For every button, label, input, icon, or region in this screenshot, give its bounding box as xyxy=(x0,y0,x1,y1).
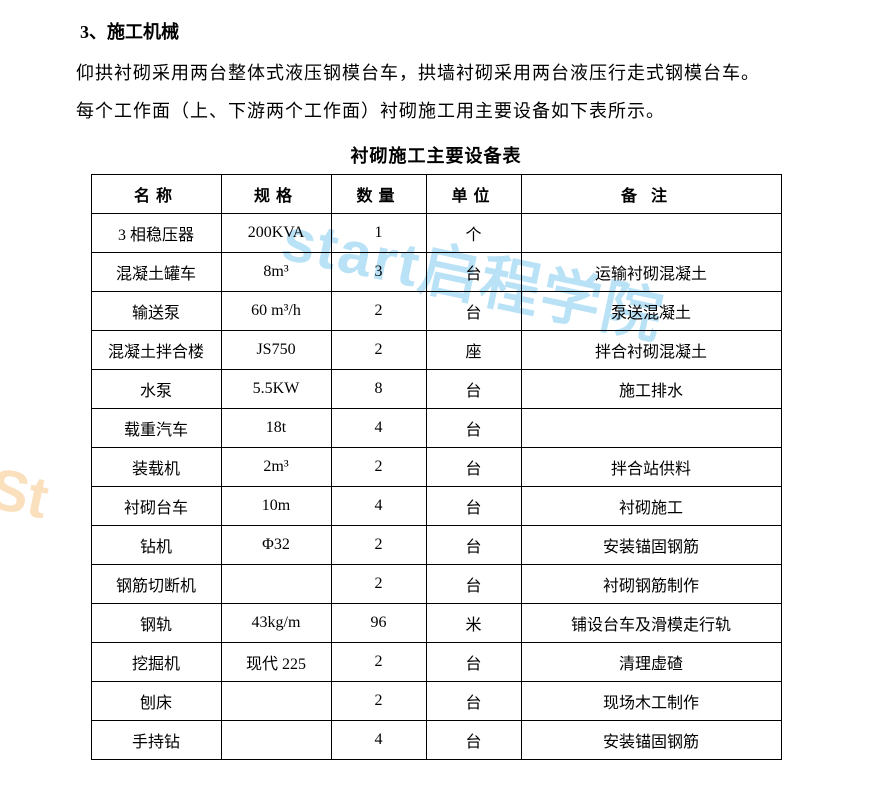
table-cell: 座 xyxy=(426,331,521,370)
table-cell: 台 xyxy=(426,292,521,331)
table-cell: 运输衬砌混凝土 xyxy=(521,253,781,292)
table-cell: 4 xyxy=(331,409,426,448)
table-cell: 衬砌施工 xyxy=(521,487,781,526)
section-heading: 3、施工机械 xyxy=(80,18,832,44)
table-cell: 2 xyxy=(331,292,426,331)
table-cell: 输送泵 xyxy=(91,292,221,331)
table-cell: 装载机 xyxy=(91,448,221,487)
table-cell: 施工排水 xyxy=(521,370,781,409)
table-cell: 钢筋切断机 xyxy=(91,565,221,604)
table-cell: 挖掘机 xyxy=(91,643,221,682)
table-cell: 200KVA xyxy=(221,214,331,253)
table-row: 挖掘机现代 2252台清理虚碴 xyxy=(91,643,781,682)
table-cell: 台 xyxy=(426,253,521,292)
table-cell: 台 xyxy=(426,565,521,604)
table-cell: 载重汽车 xyxy=(91,409,221,448)
table-cell: 2 xyxy=(331,643,426,682)
table-body: 3 相稳压器200KVA1个混凝土罐车8m³3台运输衬砌混凝土输送泵60 m³/… xyxy=(91,214,781,760)
table-cell: 个 xyxy=(426,214,521,253)
table-cell: 3 相稳压器 xyxy=(91,214,221,253)
table-row: 混凝土拌合楼JS7502座拌合衬砌混凝土 xyxy=(91,331,781,370)
table-cell: 2 xyxy=(331,526,426,565)
col-qty: 数量 xyxy=(331,175,426,214)
table-cell: 现场木工制作 xyxy=(521,682,781,721)
table-cell: 2 xyxy=(331,448,426,487)
table-row: 混凝土罐车8m³3台运输衬砌混凝土 xyxy=(91,253,781,292)
table-cell: 现代 225 xyxy=(221,643,331,682)
table-row: 手持钻 4台安装锚固钢筋 xyxy=(91,721,781,760)
table-cell: 5.5KW xyxy=(221,370,331,409)
table-cell: 4 xyxy=(331,721,426,760)
paragraph-2: 每个工作面（上、下游两个工作面）衬砌施工用主要设备如下表所示。 xyxy=(40,94,832,128)
col-unit: 单位 xyxy=(426,175,521,214)
table-cell: 96 xyxy=(331,604,426,643)
table-cell: 台 xyxy=(426,643,521,682)
table-cell xyxy=(521,409,781,448)
table-cell: 台 xyxy=(426,448,521,487)
table-row: 装载机2m³2台拌合站供料 xyxy=(91,448,781,487)
table-cell: JS750 xyxy=(221,331,331,370)
table-cell: 2 xyxy=(331,331,426,370)
table-row: 衬砌台车10m4台衬砌施工 xyxy=(91,487,781,526)
table-cell: 刨床 xyxy=(91,682,221,721)
table-row: 载重汽车18t4台 xyxy=(91,409,781,448)
table-cell: 2m³ xyxy=(221,448,331,487)
equipment-table: 名称 规格 数量 单位 备注 3 相稳压器200KVA1个混凝土罐车8m³3台运… xyxy=(91,174,782,760)
table-cell: 钢轨 xyxy=(91,604,221,643)
table-cell: 混凝土拌合楼 xyxy=(91,331,221,370)
table-cell: 安装锚固钢筋 xyxy=(521,526,781,565)
table-cell: 1 xyxy=(331,214,426,253)
col-note: 备注 xyxy=(521,175,781,214)
table-cell: 拌合站供料 xyxy=(521,448,781,487)
document-page: 3、施工机械 仰拱衬砌采用两台整体式液压钢模台车，拱墙衬砌采用两台液压行走式钢模… xyxy=(0,0,872,770)
table-cell: 8m³ xyxy=(221,253,331,292)
table-cell: 4 xyxy=(331,487,426,526)
col-name: 名称 xyxy=(91,175,221,214)
table-cell xyxy=(521,214,781,253)
paragraph-1: 仰拱衬砌采用两台整体式液压钢模台车，拱墙衬砌采用两台液压行走式钢模台车。 xyxy=(40,56,832,90)
table-cell: 清理虚碴 xyxy=(521,643,781,682)
table-cell xyxy=(221,721,331,760)
table-cell: 拌合衬砌混凝土 xyxy=(521,331,781,370)
table-row: 钢筋切断机 2台衬砌钢筋制作 xyxy=(91,565,781,604)
table-cell: 8 xyxy=(331,370,426,409)
table-cell: 水泵 xyxy=(91,370,221,409)
table-cell xyxy=(221,682,331,721)
table-cell: 铺设台车及滑模走行轨 xyxy=(521,604,781,643)
table-cell: 钻机 xyxy=(91,526,221,565)
table-cell: Φ32 xyxy=(221,526,331,565)
table-cell: 台 xyxy=(426,682,521,721)
table-cell: 混凝土罐车 xyxy=(91,253,221,292)
table-cell: 台 xyxy=(426,409,521,448)
table-cell: 2 xyxy=(331,565,426,604)
table-row: 刨床 2台现场木工制作 xyxy=(91,682,781,721)
table-row: 3 相稳压器200KVA1个 xyxy=(91,214,781,253)
table-cell: 43kg/m xyxy=(221,604,331,643)
table-cell: 台 xyxy=(426,526,521,565)
table-cell: 衬砌钢筋制作 xyxy=(521,565,781,604)
table-row: 水泵5.5KW8台施工排水 xyxy=(91,370,781,409)
table-cell: 台 xyxy=(426,487,521,526)
table-cell: 台 xyxy=(426,370,521,409)
table-row: 钢轨43kg/m96米铺设台车及滑模走行轨 xyxy=(91,604,781,643)
table-cell: 10m xyxy=(221,487,331,526)
table-cell xyxy=(221,565,331,604)
table-cell: 手持钻 xyxy=(91,721,221,760)
table-cell: 安装锚固钢筋 xyxy=(521,721,781,760)
table-cell: 2 xyxy=(331,682,426,721)
table-cell: 3 xyxy=(331,253,426,292)
table-cell: 米 xyxy=(426,604,521,643)
table-row: 输送泵60 m³/h2台泵送混凝土 xyxy=(91,292,781,331)
table-title: 衬砌施工主要设备表 xyxy=(40,142,832,168)
table-cell: 台 xyxy=(426,721,521,760)
table-cell: 18t xyxy=(221,409,331,448)
table-cell: 60 m³/h xyxy=(221,292,331,331)
table-header-row: 名称 规格 数量 单位 备注 xyxy=(91,175,781,214)
table-cell: 泵送混凝土 xyxy=(521,292,781,331)
col-spec: 规格 xyxy=(221,175,331,214)
table-cell: 衬砌台车 xyxy=(91,487,221,526)
table-row: 钻机Φ322台安装锚固钢筋 xyxy=(91,526,781,565)
